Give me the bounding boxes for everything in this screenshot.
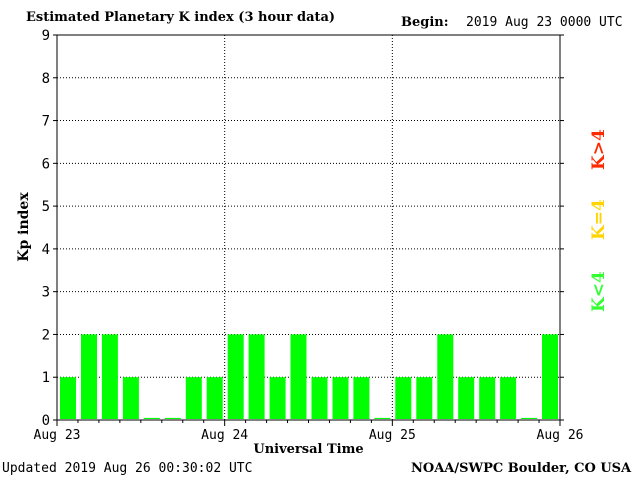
y-tick-label: 9 (42, 28, 50, 44)
kp-bar (290, 334, 307, 419)
kp-bar (395, 377, 412, 419)
kp-bar (206, 377, 223, 419)
legend-k-greater-4: K>4 (589, 129, 609, 170)
legend-k-less-4: K<4 (589, 271, 609, 312)
kp-bar (542, 334, 558, 419)
updated-timestamp: Updated 2019 Aug 26 00:30:02 UTC (2, 461, 253, 476)
kp-bar (458, 377, 475, 419)
kp-bar (353, 377, 370, 419)
kp-bar (60, 377, 76, 419)
kp-bar (437, 334, 454, 419)
kp-bar (332, 377, 349, 419)
chart-title: Estimated Planetary K index (3 hour data… (26, 10, 336, 25)
x-day-label: Aug 24 (201, 428, 248, 443)
y-tick-label: 0 (42, 413, 50, 429)
y-tick-label: 7 (42, 114, 50, 130)
plot-frame (56, 34, 561, 421)
kp-bar (416, 377, 433, 419)
kp-bar (374, 417, 391, 419)
y-tick-label: 6 (42, 156, 50, 172)
kp-bar (185, 377, 202, 419)
y-tick-label: 2 (42, 327, 50, 343)
kp-bar (122, 377, 139, 419)
legend-k-equal-4: K=4 (589, 199, 609, 240)
y-tick-label: 8 (42, 71, 50, 87)
x-day-label: Aug 25 (369, 428, 416, 443)
kp-bar (164, 417, 181, 419)
kp-bar (521, 417, 538, 419)
credit-line: NOAA/SWPC Boulder, CO USA (411, 461, 632, 476)
begin-label: Begin: (401, 15, 449, 30)
y-tick-label: 5 (42, 199, 50, 215)
kp-bar (500, 377, 517, 419)
kp-bar (143, 417, 160, 419)
y-tick-label: 3 (42, 285, 50, 301)
x-day-label: Aug 26 (537, 428, 584, 443)
begin-value: 2019 Aug 23 0000 UTC (466, 15, 623, 30)
x-day-label: Aug 23 (34, 428, 81, 443)
y-axis-title: Kp index (16, 192, 32, 262)
kp-bar (269, 377, 286, 419)
x-axis-title: Universal Time (253, 442, 363, 457)
kp-bar (311, 377, 328, 419)
y-tick-label: 1 (42, 370, 50, 386)
kp-bar (227, 334, 244, 419)
kp-bar (101, 334, 118, 419)
kp-bar (479, 377, 496, 419)
kp-bar (248, 334, 265, 419)
y-tick-label: 4 (42, 242, 50, 258)
kp-bar (81, 334, 97, 419)
